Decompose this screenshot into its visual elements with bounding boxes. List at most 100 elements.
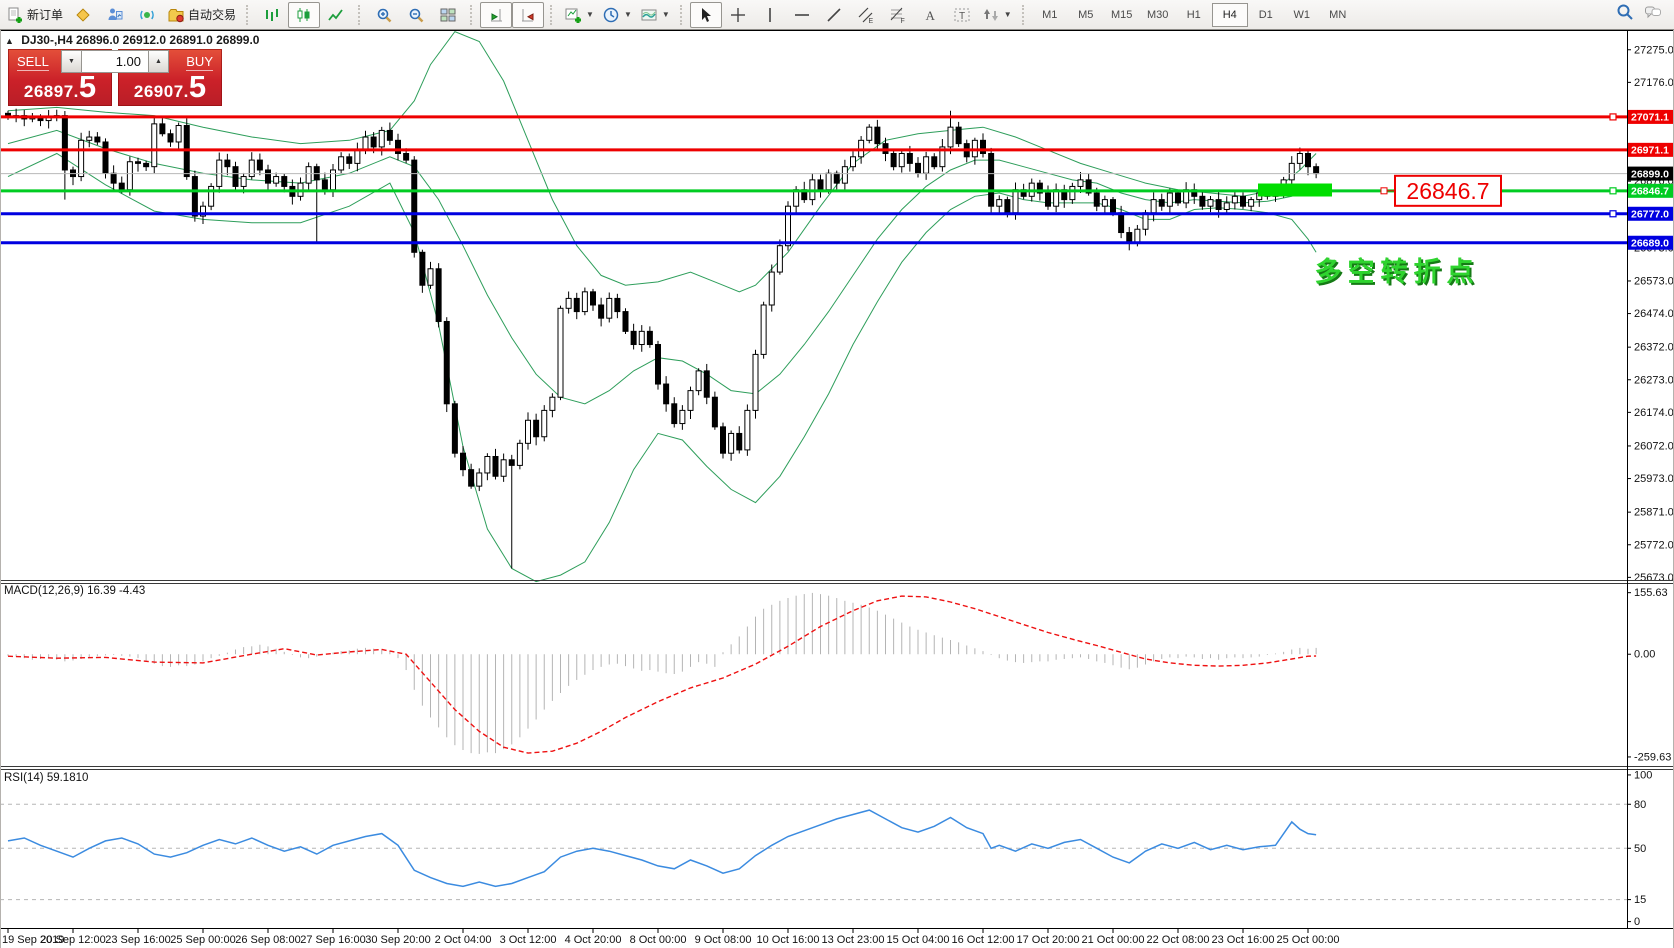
volume-input[interactable] (82, 50, 148, 73)
candle-body (232, 166, 239, 187)
search-button[interactable] (1616, 3, 1634, 26)
time-tick-label: 21 Oct 00:00 (1082, 934, 1145, 946)
candle-body (1296, 153, 1303, 164)
timeframe-mn-button[interactable]: MN (1329, 8, 1347, 21)
candle-body (1045, 192, 1051, 207)
chart-shift-button[interactable] (512, 1, 545, 28)
autotrading-button[interactable]: 自动交易 (163, 2, 240, 28)
candle-body (1077, 179, 1084, 187)
zoom-out-button[interactable] (400, 2, 432, 28)
new-chart-button[interactable]: ▼ (560, 2, 598, 28)
candle-body (1248, 199, 1255, 207)
highlight-zone[interactable] (1258, 183, 1332, 197)
timeframe-h1-button[interactable]: H1 (1186, 8, 1201, 21)
price-tick-label: 26273.0 (1634, 374, 1674, 386)
vertical-line-button[interactable] (754, 2, 786, 28)
rsi-pane[interactable]: RSI(14) 59.1810 (0, 772, 1627, 901)
tile-windows-button[interactable] (432, 2, 464, 28)
candle-body (646, 330, 653, 346)
line-handle[interactable] (1609, 187, 1617, 195)
candle-body (1166, 192, 1173, 207)
signals-button[interactable] (131, 2, 163, 28)
periods-button[interactable]: ▼ (598, 2, 636, 28)
metaeditor-button[interactable] (67, 2, 99, 28)
timeframe-m15-button[interactable]: M15 (1111, 8, 1133, 21)
arrows-icon (983, 8, 998, 21)
time-tick-label: 26 Sep 08:00 (235, 934, 300, 946)
dropdown-arrow-icon[interactable]: ▼ (1003, 10, 1012, 19)
candle-body (598, 304, 605, 319)
collapse-icon[interactable]: ▲ (5, 36, 14, 46)
rsi-tick-label: 100 (1634, 769, 1652, 781)
candle-body (135, 161, 141, 164)
price-axis[interactable]: 27275.027176.026876.026673.026573.026474… (1627, 44, 1674, 928)
auto-scroll-button[interactable] (480, 1, 513, 28)
fibonacci-button[interactable]: F (882, 2, 914, 28)
candle-body (947, 126, 954, 148)
price-tick-label: 26474.0 (1634, 308, 1674, 320)
candle-body (663, 383, 670, 405)
timeframe-h4-button[interactable]: H4 (1211, 2, 1248, 27)
chart-shift-icon (522, 8, 534, 21)
arrows-button[interactable]: ▼ (978, 2, 1016, 28)
channel-icon: E (858, 7, 873, 24)
dropdown-arrow-icon[interactable]: ▼ (661, 10, 670, 19)
level-price-chip (1628, 206, 1674, 221)
timeframe-m5-button[interactable]: M5 (1078, 8, 1094, 21)
zoom-in-button[interactable] (368, 2, 400, 28)
bar-chart-button[interactable] (256, 2, 288, 28)
candlestick-button[interactable] (288, 1, 321, 28)
dropdown-arrow-icon[interactable]: ▼ (586, 10, 594, 19)
callout-anchor[interactable] (1380, 187, 1388, 195)
horizontal-line-button[interactable] (786, 2, 818, 28)
crosshair-button[interactable] (722, 2, 754, 28)
candle-body (606, 297, 613, 319)
text-t-icon: T (954, 8, 970, 22)
price-callout-box[interactable] (1394, 174, 1502, 207)
dropdown-arrow-icon[interactable]: ▼ (623, 10, 632, 19)
line-chart-button[interactable] (320, 2, 352, 28)
candle-body (850, 156, 856, 168)
sell-price: 26897. 5 (23, 69, 97, 104)
candle-body (200, 205, 206, 217)
templates-button[interactable]: ▼ (636, 2, 674, 28)
level-price-chip (1628, 142, 1674, 157)
candle-body (1305, 153, 1311, 168)
trendline-button[interactable] (818, 2, 850, 28)
price-tick-label: 25871.0 (1634, 507, 1674, 519)
new-order-button[interactable]: 新订单 (2, 2, 67, 28)
macd-pane[interactable]: MACD(12,26,9) 16.39 -4.43 (4, 585, 1317, 754)
text-label-button[interactable]: T (946, 2, 978, 28)
candle-body (1126, 232, 1133, 243)
volume-increase-button[interactable]: ▲ (148, 50, 169, 73)
timeframe-m1-button[interactable]: M1 (1042, 8, 1058, 21)
rsi-tick-label: 0 (1634, 916, 1640, 928)
macd-signal-line (7, 595, 1317, 754)
buy-button[interactable]: BUY (186, 53, 213, 71)
market-button[interactable] (99, 2, 131, 28)
chat-button[interactable] (1644, 3, 1662, 26)
channel-button[interactable]: E (850, 2, 882, 28)
timeframe-w1-button[interactable]: W1 (1293, 8, 1310, 21)
candle-body (939, 146, 946, 168)
sell-button[interactable]: SELL (17, 53, 49, 71)
line-handle[interactable] (1609, 113, 1617, 121)
candle-body (492, 455, 499, 477)
candle-body (915, 162, 921, 174)
candle-body (305, 166, 312, 184)
line-handle[interactable] (1609, 210, 1617, 218)
candle-body (403, 153, 410, 161)
volume-decrease-button[interactable]: ▼ (61, 50, 82, 73)
candle-body (208, 185, 215, 207)
level-price-chip-text: 26689.0 (1631, 238, 1669, 250)
turning-point-annotation[interactable]: 多空转折点 (1315, 256, 1480, 287)
candle-body (711, 396, 718, 428)
cursor-button[interactable] (689, 1, 722, 28)
svg-text:T: T (959, 11, 965, 22)
timeframe-m30-button[interactable]: M30 (1147, 8, 1169, 21)
timeframe-d1-button[interactable]: D1 (1258, 8, 1273, 21)
text-button[interactable]: A (914, 2, 946, 28)
